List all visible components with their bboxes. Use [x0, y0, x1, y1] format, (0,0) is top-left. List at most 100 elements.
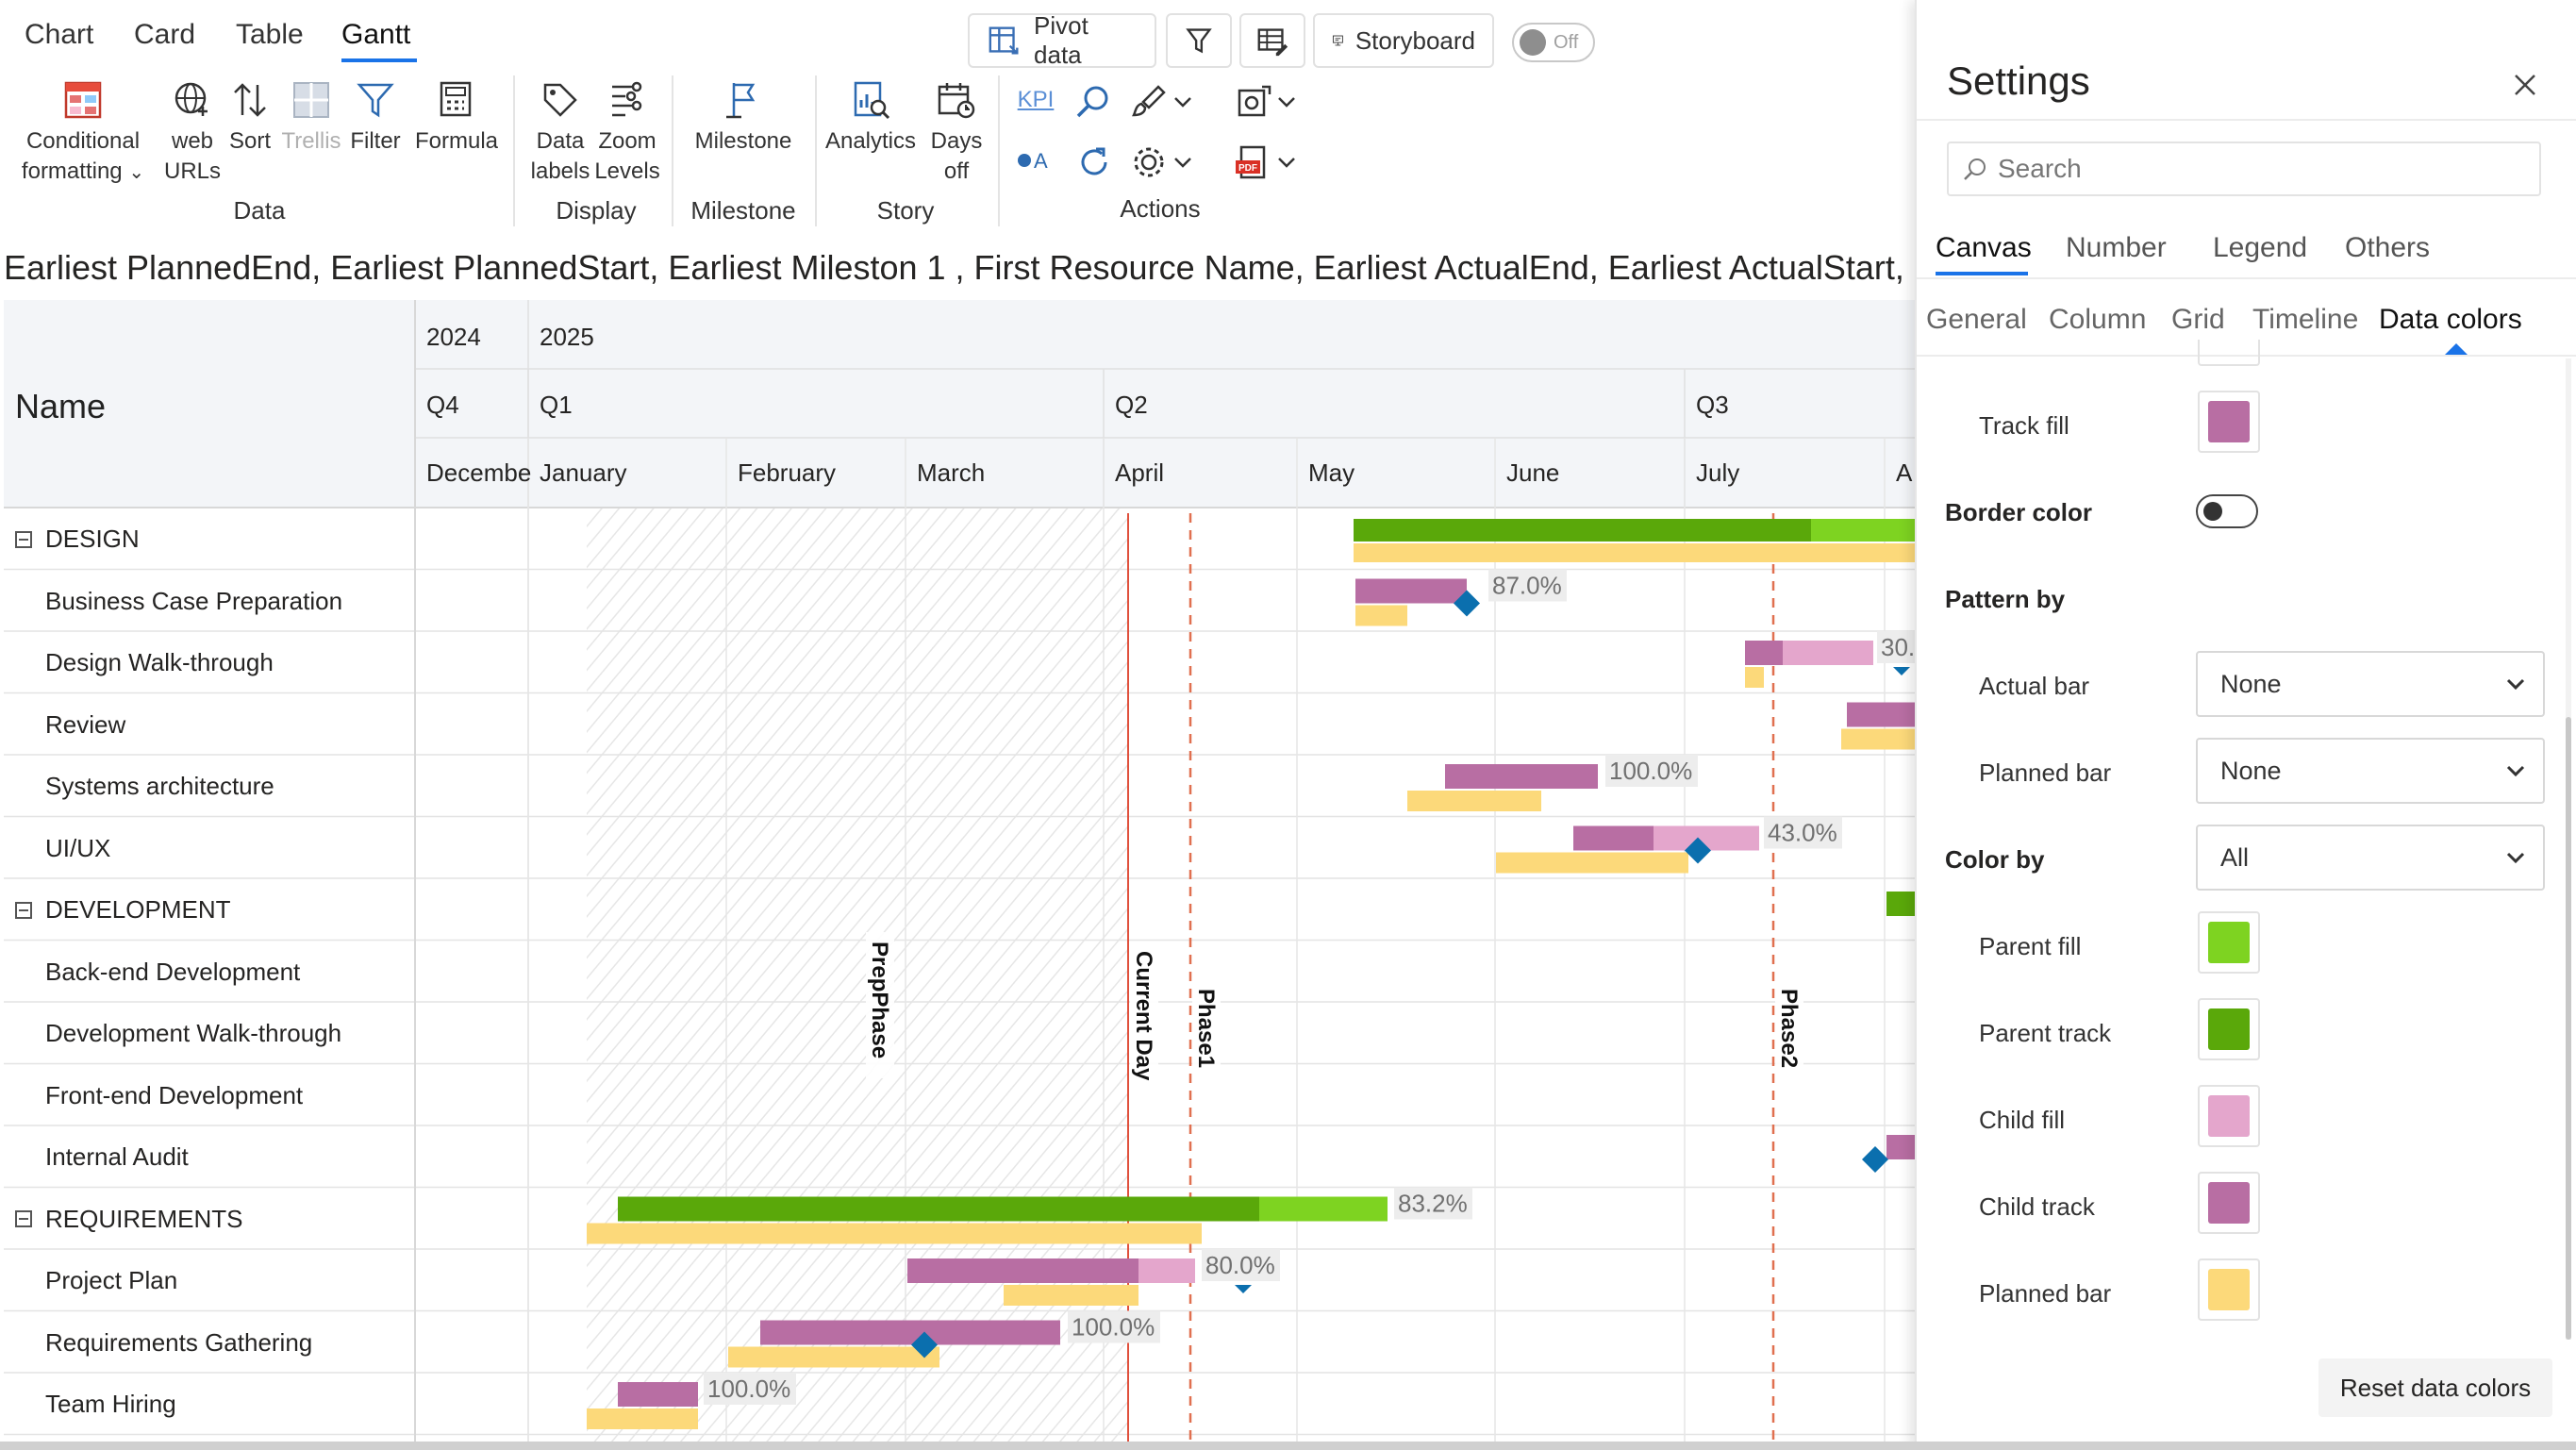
filter-button[interactable]: Filter [347, 79, 404, 157]
formula-button[interactable]: Formula [411, 79, 502, 157]
days-off-label-1: Days [930, 128, 983, 154]
collapse-icon[interactable] [15, 901, 32, 919]
days-off-button[interactable]: Days off [926, 79, 987, 187]
actual-bar-select[interactable]: None [2196, 651, 2545, 717]
toggle-off-label: Off [1554, 31, 1579, 53]
collapse-icon[interactable] [15, 1210, 32, 1227]
refresh-button[interactable] [1073, 143, 1115, 187]
ribbon-separator [513, 75, 515, 226]
parent-fill-swatch[interactable] [2198, 911, 2260, 974]
toggle-knob [2203, 502, 2222, 521]
parent-fill-label: Parent fill [1979, 932, 2082, 960]
child-fill-swatch[interactable] [2198, 1085, 2260, 1147]
tab-chart[interactable]: Chart [25, 19, 94, 50]
chevron-down-icon [1174, 97, 1191, 108]
conditional-formatting-button[interactable]: Conditional formatting ⌄ [19, 79, 147, 188]
child-track-bar [618, 1382, 698, 1407]
horizontal-scrollbar[interactable] [0, 1442, 2576, 1450]
child-track-bar [1847, 702, 1915, 727]
border-color-toggle[interactable] [2196, 494, 2258, 528]
storyboard-button[interactable]: Storyboard [1313, 13, 1494, 68]
subtab-column[interactable]: Column [2049, 304, 2147, 335]
zoom-levels-label-2: Levels [594, 158, 660, 184]
data-labels-label-2: labels [530, 158, 590, 184]
scrollbar-thumb[interactable] [2566, 717, 2571, 1340]
prephase-label-bg [866, 932, 894, 1078]
month-label: April [1115, 458, 1165, 487]
parent-track-bar [1354, 519, 1811, 542]
group-row-label: DESIGN [15, 525, 140, 554]
analytics-button[interactable]: Analytics [823, 79, 919, 157]
formula-label: Formula [414, 128, 499, 154]
planned-bar [1004, 1285, 1138, 1306]
pdf-export-button[interactable]: PDF [1232, 143, 1300, 187]
subtab-general[interactable]: General [1926, 304, 2027, 335]
collapse-icon[interactable] [15, 530, 32, 548]
subtab-timeline[interactable]: Timeline [2252, 304, 2359, 335]
progress-label: 80.0% [1205, 1251, 1275, 1279]
export-settings-button[interactable] [1232, 83, 1300, 126]
search-placeholder: Search [1998, 154, 2082, 183]
sort-button[interactable]: Sort [224, 79, 275, 157]
parent-track-swatch[interactable] [2198, 998, 2260, 1060]
subtab-data-colors[interactable]: Data colors [2379, 304, 2522, 335]
progress-label: 30. [1881, 633, 1915, 661]
story-toggle[interactable]: Off [1512, 23, 1595, 62]
task-row-label: Business Case Preparation [45, 586, 343, 615]
pivot-data-label: Pivot data [1034, 11, 1089, 69]
milestone-button[interactable]: Milestone [687, 79, 800, 157]
gear-settings-button[interactable] [1128, 143, 1196, 187]
planned-bar [728, 1346, 939, 1368]
format-brush-button[interactable] [1128, 83, 1196, 126]
month-label: July [1696, 458, 1740, 487]
child-track-bar [1445, 764, 1598, 789]
panel-divider [1917, 277, 2576, 279]
phase2-label-bg [1775, 979, 1803, 1083]
tab-others[interactable]: Others [2345, 232, 2431, 263]
tab-gantt[interactable]: Gantt [341, 19, 411, 50]
settings-search-input[interactable]: Search [1947, 142, 2541, 196]
track-fill-swatch[interactable] [2198, 391, 2260, 453]
chart-title: Earliest PlannedEnd, Earliest PlannedSta… [4, 248, 1919, 287]
ribbon-separator [672, 75, 673, 226]
tab-legend[interactable]: Legend [2213, 232, 2308, 263]
parent-fill-color [2208, 922, 2250, 963]
tab-table[interactable]: Table [236, 19, 304, 50]
child-track-bar [907, 1258, 1138, 1283]
planned-bar-select[interactable]: None [2196, 738, 2545, 804]
search-button[interactable] [1072, 83, 1113, 126]
progress-label: 83.2% [1398, 1190, 1468, 1218]
formula-icon [440, 81, 472, 117]
group-label: DEVELOPMENT [45, 895, 231, 924]
planned-bar [1354, 543, 1915, 562]
child-track-bar [1573, 825, 1654, 851]
planned-bar-swatch[interactable] [2198, 1258, 2260, 1321]
child-track-label: Child track [1979, 1192, 2095, 1221]
reset-data-colors-button[interactable]: Reset data colors [2318, 1358, 2552, 1417]
tab-canvas[interactable]: Canvas [1936, 232, 2032, 263]
kpi-button[interactable]: KPI [1017, 87, 1055, 112]
previous-swatch[interactable] [2198, 340, 2260, 366]
child-fill-bar [1138, 1258, 1195, 1283]
table-edit-button[interactable] [1239, 13, 1305, 68]
web-urls-button[interactable]: web URLs [164, 79, 221, 187]
pivot-data-button[interactable]: Pivot data [968, 11, 1156, 69]
insights-button[interactable] [1166, 13, 1232, 68]
tab-card[interactable]: Card [134, 19, 196, 50]
subtab-grid[interactable]: Grid [2171, 304, 2225, 335]
filter-label: Filter [350, 128, 401, 154]
zoom-levels-button[interactable]: Zoom Levels [594, 79, 660, 187]
tab-number[interactable]: Number [2066, 232, 2167, 263]
close-icon[interactable] [2512, 72, 2538, 98]
progress-label-bg [1068, 1310, 1160, 1343]
planned-bar [1496, 852, 1688, 874]
quarter-label: Q3 [1696, 391, 1729, 419]
data-labels-button[interactable]: Data labels [530, 79, 590, 187]
progress-label-bg [1877, 631, 1915, 663]
color-by-select[interactable]: All [2196, 825, 2545, 891]
trellis-button[interactable]: Trellis [281, 79, 341, 157]
task-row-label: Project Plan [45, 1266, 178, 1294]
child-track-swatch[interactable] [2198, 1172, 2260, 1234]
planned-bar-value: None [2220, 756, 2282, 785]
legend-toggle-button[interactable]: A [1013, 143, 1058, 183]
